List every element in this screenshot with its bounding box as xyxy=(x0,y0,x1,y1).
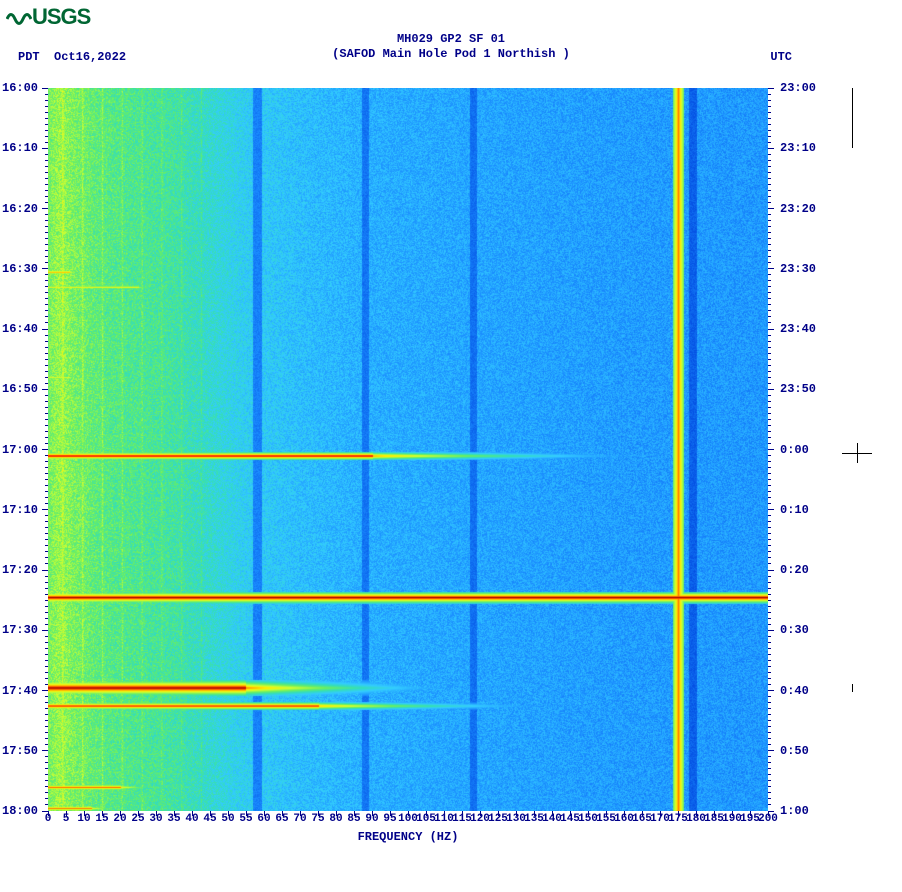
title-line1: MH029 GP2 SF 01 xyxy=(0,32,902,47)
x-tick-label: 195 xyxy=(740,813,760,825)
x-tick-label: 90 xyxy=(365,813,378,825)
y-axis-left: 16:0016:1016:2016:3016:4016:5017:0017:10… xyxy=(0,88,46,811)
y-right-label: 0:30 xyxy=(780,623,809,637)
x-tick-label: 55 xyxy=(239,813,252,825)
x-tick-label: 45 xyxy=(203,813,216,825)
usgs-text: USGS xyxy=(32,4,90,29)
side-marks xyxy=(852,88,892,811)
y-left-label: 17:30 xyxy=(2,623,38,637)
y-right-label: 0:40 xyxy=(780,684,809,698)
y-right-label: 23:00 xyxy=(780,81,816,95)
y-right-label: 0:20 xyxy=(780,563,809,577)
y-left-label: 18:00 xyxy=(2,804,38,818)
y-right-label: 23:30 xyxy=(780,262,816,276)
x-tick-label: 105 xyxy=(416,813,436,825)
x-tick-label: 0 xyxy=(45,813,52,825)
usgs-wave-icon xyxy=(6,5,32,31)
x-tick-label: 35 xyxy=(167,813,180,825)
y-left-label: 16:40 xyxy=(2,322,38,336)
x-tick-label: 145 xyxy=(560,813,580,825)
y-right-label: 0:50 xyxy=(780,744,809,758)
x-tick-label: 25 xyxy=(131,813,144,825)
x-tick-label: 95 xyxy=(383,813,396,825)
x-tick-label: 15 xyxy=(95,813,108,825)
y-right-label: 1:00 xyxy=(780,804,809,818)
y-left-label: 16:10 xyxy=(2,141,38,155)
x-tick-label: 115 xyxy=(452,813,472,825)
x-tick-label: 110 xyxy=(434,813,454,825)
x-tick-label: 130 xyxy=(506,813,526,825)
x-tick-label: 175 xyxy=(668,813,688,825)
usgs-logo: USGS xyxy=(6,4,90,31)
x-tick-label: 160 xyxy=(614,813,634,825)
right-tz-label: UTC xyxy=(770,50,792,64)
y-left-label: 17:10 xyxy=(2,503,38,517)
x-tick-label: 150 xyxy=(578,813,598,825)
y-right-label: 0:00 xyxy=(780,443,809,457)
spectrogram-canvas xyxy=(48,88,768,811)
x-tick-label: 170 xyxy=(650,813,670,825)
y-left-label: 17:00 xyxy=(2,443,38,457)
spectrogram-plot xyxy=(48,88,768,811)
x-tick-label: 65 xyxy=(275,813,288,825)
x-tick-label: 10 xyxy=(77,813,90,825)
y-right-label: 23:50 xyxy=(780,382,816,396)
y-left-label: 16:50 xyxy=(2,382,38,396)
x-tick-label: 70 xyxy=(293,813,306,825)
x-tick-label: 20 xyxy=(113,813,126,825)
y-right-label: 23:40 xyxy=(780,322,816,336)
x-tick-label: 30 xyxy=(149,813,162,825)
x-tick-label: 185 xyxy=(704,813,724,825)
x-tick-label: 135 xyxy=(524,813,544,825)
x-tick-label: 125 xyxy=(488,813,508,825)
y-right-label: 23:20 xyxy=(780,202,816,216)
x-tick-label: 100 xyxy=(398,813,418,825)
x-tick-label: 80 xyxy=(329,813,342,825)
y-axis-right: 23:0023:1023:2023:3023:4023:500:000:100:… xyxy=(774,88,824,811)
x-tick-label: 75 xyxy=(311,813,324,825)
y-left-label: 16:20 xyxy=(2,202,38,216)
x-tick-label: 50 xyxy=(221,813,234,825)
x-tick-label: 5 xyxy=(63,813,70,825)
title-line2: (SAFOD Main Hole Pod 1 Northish ) xyxy=(0,47,902,62)
x-tick-label: 190 xyxy=(722,813,742,825)
y-left-label: 17:50 xyxy=(2,744,38,758)
x-tick-label: 120 xyxy=(470,813,490,825)
y-left-label: 17:40 xyxy=(2,684,38,698)
x-tick-label: 140 xyxy=(542,813,562,825)
y-left-label: 17:20 xyxy=(2,563,38,577)
x-tick-label: 40 xyxy=(185,813,198,825)
x-tick-label: 85 xyxy=(347,813,360,825)
x-tick-label: 180 xyxy=(686,813,706,825)
x-tick-label: 155 xyxy=(596,813,616,825)
y-left-label: 16:00 xyxy=(2,81,38,95)
y-right-label: 23:10 xyxy=(780,141,816,155)
left-tz-label: PDT Oct16,2022 xyxy=(18,50,126,64)
x-tick-label: 60 xyxy=(257,813,270,825)
chart-title: MH029 GP2 SF 01 (SAFOD Main Hole Pod 1 N… xyxy=(0,32,902,62)
y-right-label: 0:10 xyxy=(780,503,809,517)
x-tick-label: 200 xyxy=(758,813,778,825)
x-axis-title: FREQUENCY (HZ) xyxy=(48,830,768,844)
y-left-label: 16:30 xyxy=(2,262,38,276)
x-tick-label: 165 xyxy=(632,813,652,825)
